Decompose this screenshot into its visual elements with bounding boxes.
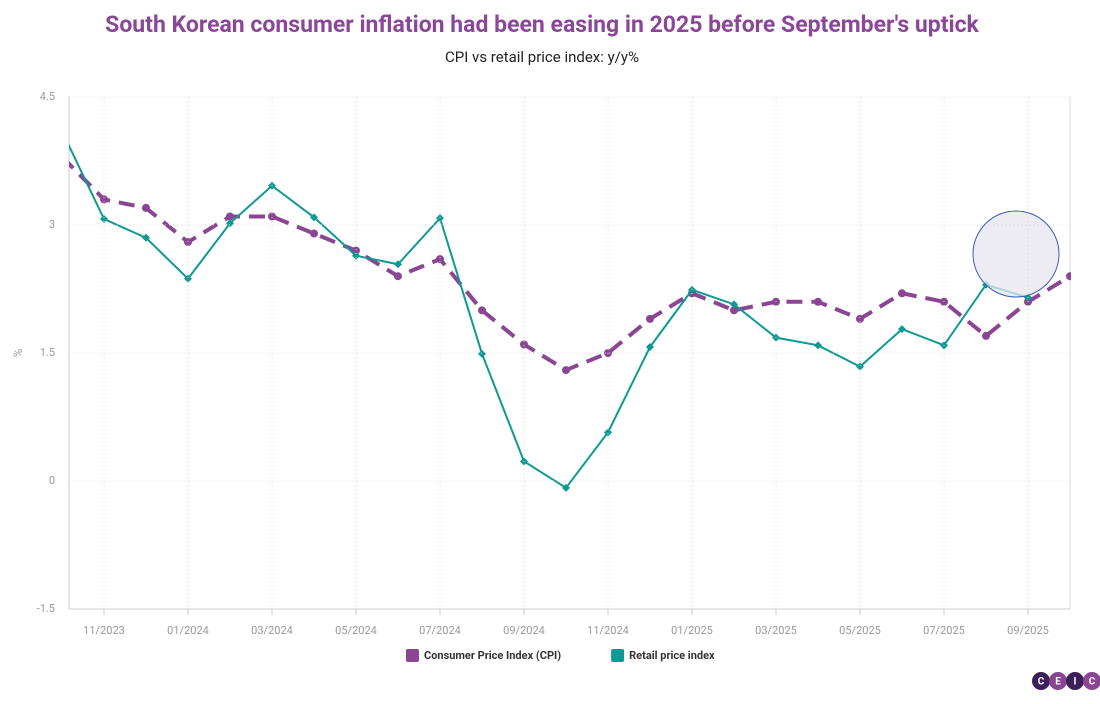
data-point bbox=[814, 341, 822, 350]
data-point bbox=[100, 215, 108, 224]
logo-letter: I bbox=[1074, 677, 1077, 688]
y-axis-label: % bbox=[11, 348, 25, 357]
legend-label: Consumer Price Index (CPI) bbox=[424, 649, 561, 662]
data-point bbox=[478, 349, 486, 358]
x-tick-label: 09/2025 bbox=[1007, 624, 1049, 637]
legend-label: Retail price index bbox=[629, 649, 715, 662]
x-tick-label: 05/2025 bbox=[839, 624, 881, 637]
data-point bbox=[856, 362, 864, 371]
data-point bbox=[814, 297, 822, 306]
legend-swatch bbox=[611, 649, 625, 662]
x-tick-label: 01/2025 bbox=[671, 624, 713, 637]
chart-subtitle: CPI vs retail price index: y/y% bbox=[445, 48, 639, 66]
data-point bbox=[856, 314, 864, 323]
series-line bbox=[69, 160, 1071, 373]
data-point bbox=[310, 213, 318, 222]
x-tick-label: 11/2023 bbox=[83, 624, 125, 637]
data-point bbox=[394, 260, 402, 269]
y-tick-label: 4.5 bbox=[40, 90, 55, 103]
data-point bbox=[1066, 272, 1071, 281]
x-tick-label: 01/2024 bbox=[167, 624, 209, 637]
data-point bbox=[100, 195, 108, 204]
data-point bbox=[562, 483, 570, 492]
data-point bbox=[982, 331, 990, 340]
data-point bbox=[898, 325, 906, 334]
legend-swatch bbox=[406, 649, 419, 662]
chart-title: South Korean consumer inflation had been… bbox=[105, 11, 979, 38]
data-point bbox=[646, 314, 654, 323]
x-tick-label: 03/2025 bbox=[755, 624, 797, 637]
data-point bbox=[184, 274, 192, 283]
data-point bbox=[58, 153, 66, 161]
plot-area bbox=[58, 127, 1071, 492]
data-point bbox=[604, 428, 612, 437]
data-point bbox=[520, 340, 528, 349]
y-tick-label: -1.5 bbox=[37, 602, 55, 615]
y-tick-label: 1.5 bbox=[40, 346, 55, 359]
data-point bbox=[730, 306, 738, 315]
magnifier bbox=[972, 210, 1060, 298]
x-tick-label: 05/2024 bbox=[335, 624, 377, 637]
data-point bbox=[730, 300, 738, 309]
data-point bbox=[142, 233, 150, 242]
data-point bbox=[310, 229, 318, 238]
y-tick-label: 0 bbox=[49, 474, 55, 487]
logo-dot bbox=[1049, 672, 1067, 690]
logo-letter: C bbox=[1089, 677, 1096, 688]
data-point bbox=[478, 306, 486, 315]
x-tick-label: 11/2024 bbox=[587, 624, 629, 637]
data-point bbox=[226, 219, 234, 228]
data-point bbox=[646, 343, 654, 352]
x-tick-label: 07/2025 bbox=[923, 624, 965, 637]
logo-dot bbox=[1083, 672, 1100, 690]
data-point bbox=[394, 272, 402, 281]
data-point bbox=[226, 212, 234, 221]
data-point bbox=[184, 238, 192, 247]
logo-letter: C bbox=[1038, 677, 1045, 688]
series-line bbox=[69, 143, 1029, 490]
x-tick-label: 07/2024 bbox=[419, 624, 461, 637]
data-point bbox=[898, 289, 906, 298]
x-tick-label: 09/2024 bbox=[503, 624, 545, 637]
data-point bbox=[268, 212, 276, 221]
x-tick-label: 03/2024 bbox=[251, 624, 293, 637]
y-tick-label: 3 bbox=[49, 218, 55, 231]
logo-dot bbox=[1032, 672, 1050, 690]
data-point bbox=[562, 366, 570, 375]
data-point bbox=[142, 203, 150, 212]
logo-dot bbox=[1066, 672, 1084, 690]
data-point bbox=[352, 251, 360, 260]
data-point bbox=[58, 127, 66, 135]
data-point bbox=[436, 214, 444, 223]
logo-letter: E bbox=[1055, 677, 1061, 688]
legend: Consumer Price Index (CPI) Retail price i… bbox=[406, 649, 715, 662]
data-point bbox=[436, 255, 444, 264]
